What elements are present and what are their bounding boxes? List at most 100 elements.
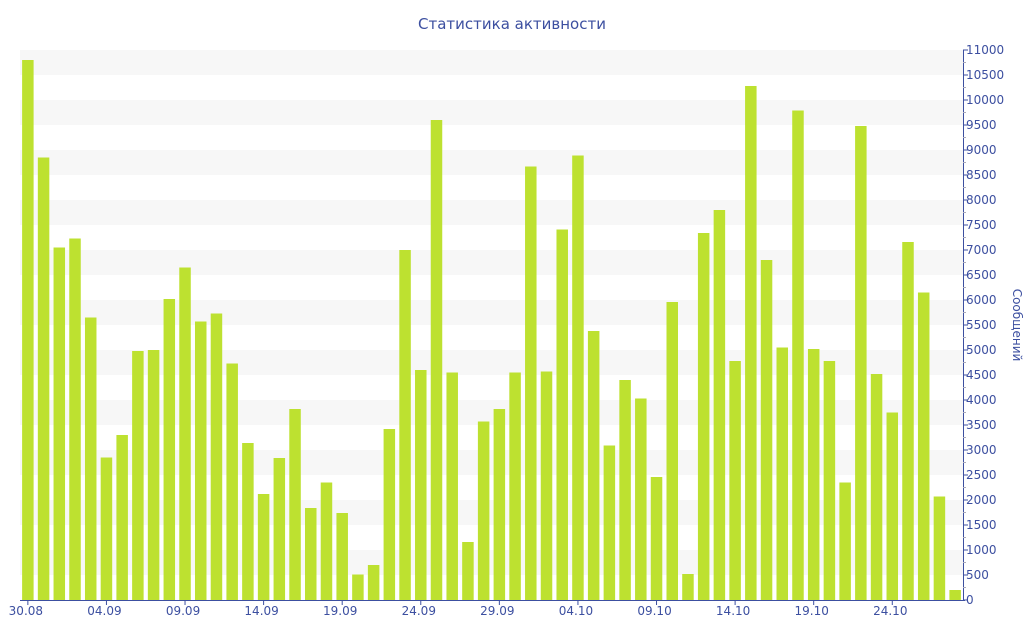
- bar: [37, 157, 50, 600]
- x-tick-label: 24.09: [402, 604, 436, 618]
- bar: [446, 372, 458, 600]
- y-tick-label: 6000: [966, 293, 997, 307]
- bar: [745, 86, 757, 600]
- x-tick-label: 09.09: [166, 604, 200, 618]
- bar: [84, 317, 97, 600]
- bar: [760, 260, 773, 600]
- grid-band: [20, 300, 963, 325]
- bar: [870, 374, 883, 600]
- y-tick-label: 10000: [966, 93, 1004, 107]
- grid-band: [20, 50, 963, 75]
- y-tick-label: 8500: [966, 168, 997, 182]
- y-tick-label: 4000: [966, 393, 997, 407]
- bar: [603, 445, 616, 600]
- bar: [823, 361, 836, 600]
- y-tick-label: 2000: [966, 493, 997, 507]
- bar: [682, 574, 694, 600]
- bar: [415, 370, 427, 600]
- grid-band: [20, 350, 963, 375]
- bar: [462, 542, 474, 600]
- bar: [210, 313, 223, 600]
- bar: [839, 482, 851, 600]
- bar: [619, 380, 631, 600]
- bar: [320, 482, 333, 600]
- bar: [273, 458, 286, 600]
- bar: [226, 363, 238, 600]
- y-tick-label: 3500: [966, 418, 997, 432]
- grid-band: [20, 150, 963, 175]
- bar: [697, 233, 710, 600]
- bar: [163, 299, 176, 600]
- bar: [257, 494, 270, 600]
- y-tick-label: 7500: [966, 218, 997, 232]
- bar: [132, 351, 144, 600]
- y-tick-label: 5500: [966, 318, 997, 332]
- bar: [367, 565, 380, 600]
- bar: [352, 574, 364, 600]
- grid-band: [20, 400, 963, 425]
- y-tick-label: 9000: [966, 143, 997, 157]
- y-tick-label: 8000: [966, 193, 997, 207]
- bar: [933, 496, 946, 600]
- grid-band: [20, 200, 963, 225]
- bar: [540, 371, 553, 600]
- bar: [53, 247, 66, 600]
- bar: [713, 210, 726, 600]
- grid-band: [20, 550, 963, 575]
- bar: [242, 443, 254, 600]
- x-tick-label: 09.10: [637, 604, 671, 618]
- x-tick-label: 24.10: [873, 604, 907, 618]
- bar: [305, 508, 317, 600]
- y-tick-label: 0: [966, 593, 974, 607]
- bar: [336, 513, 348, 600]
- x-tick-label: 04.09: [87, 604, 121, 618]
- bar: [886, 412, 899, 600]
- y-tick-label: 11000: [966, 43, 1004, 57]
- bar: [635, 398, 647, 600]
- bar: [493, 409, 506, 600]
- bar: [430, 120, 443, 600]
- bar: [179, 267, 191, 600]
- bar: [22, 60, 34, 600]
- y-tick-label: 3000: [966, 443, 997, 457]
- x-tick-label: 04.10: [559, 604, 593, 618]
- y-tick-label: 5000: [966, 343, 997, 357]
- bar: [572, 155, 584, 600]
- bar: [902, 242, 914, 600]
- x-tick-label: 29.09: [480, 604, 514, 618]
- y-tick-label: 9500: [966, 118, 997, 132]
- y-tick-label: 1000: [966, 543, 997, 557]
- y-axis-label: Сообщений: [1010, 289, 1024, 362]
- bar: [556, 229, 568, 600]
- bar: [399, 250, 411, 600]
- bar: [587, 331, 600, 600]
- x-tick-label: 14.10: [716, 604, 750, 618]
- y-tick-label: 1500: [966, 518, 997, 532]
- y-tick-label: 10500: [966, 68, 1004, 82]
- bar: [792, 110, 804, 600]
- y-tick-label: 500: [966, 568, 989, 582]
- bar: [100, 457, 113, 600]
- bar: [383, 429, 396, 600]
- y-tick-label: 4500: [966, 368, 997, 382]
- bar: [729, 361, 741, 600]
- y-tick-label: 2500: [966, 468, 997, 482]
- bar: [949, 590, 961, 600]
- bar: [650, 477, 663, 600]
- bar: [776, 347, 789, 600]
- bar: [917, 292, 930, 600]
- grid-band: [20, 500, 963, 525]
- bar: [477, 421, 490, 600]
- chart-title: Статистика активности: [418, 15, 606, 33]
- x-tick-label: 19.09: [323, 604, 357, 618]
- bar: [69, 238, 81, 600]
- bar: [147, 350, 160, 600]
- bar: [509, 372, 521, 600]
- grid-band: [20, 100, 963, 125]
- x-tick-label: 19.10: [795, 604, 829, 618]
- grid-band: [20, 250, 963, 275]
- bar: [194, 321, 207, 600]
- y-tick-label: 6500: [966, 268, 997, 282]
- bar: [666, 302, 678, 600]
